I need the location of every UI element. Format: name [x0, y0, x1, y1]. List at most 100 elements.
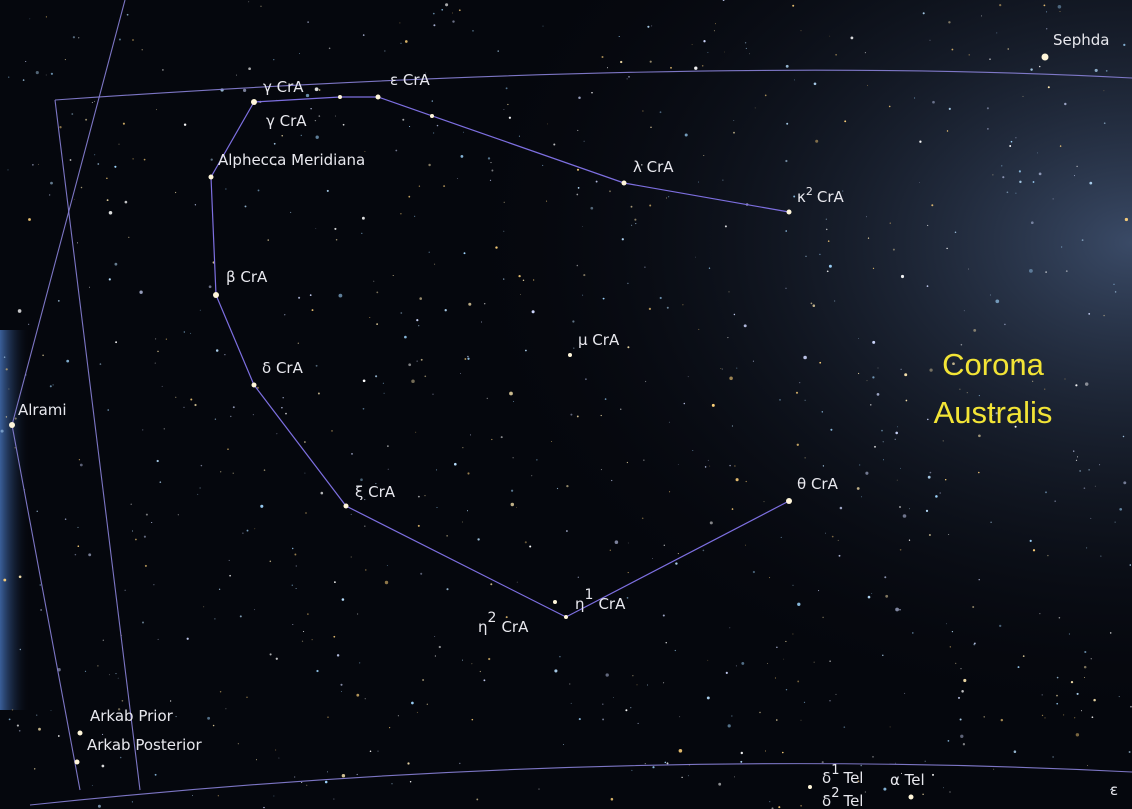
star: [25, 61, 26, 62]
star: [688, 775, 689, 776]
star: [1090, 518, 1091, 519]
star: [755, 107, 756, 108]
star: [1071, 681, 1073, 683]
star: [955, 663, 956, 664]
star: [882, 655, 883, 656]
page: Sephda γ CrA γ CrA ε CrA Alphecca Meridi…: [0, 0, 1132, 809]
star: [630, 707, 631, 708]
star: [995, 299, 999, 303]
star: [531, 475, 532, 476]
star: [1031, 221, 1034, 224]
star: [285, 413, 287, 415]
star: [559, 656, 561, 658]
star: [1103, 315, 1104, 316]
star: [78, 527, 79, 528]
star: [476, 798, 478, 800]
star: [963, 743, 965, 745]
star: [792, 585, 793, 586]
star: [785, 160, 787, 162]
star: [840, 507, 843, 510]
star: [620, 61, 622, 63]
named-star: [213, 292, 219, 298]
star: [663, 682, 664, 683]
star: [734, 314, 735, 315]
star: [270, 653, 272, 655]
star: [1022, 96, 1023, 97]
star: [943, 440, 944, 441]
star: [707, 660, 708, 661]
star-label: γ CrA: [263, 78, 304, 96]
star: [157, 351, 159, 353]
star: [227, 448, 228, 449]
star: [634, 219, 636, 221]
star: [284, 314, 285, 315]
star: [929, 534, 931, 536]
star: [619, 36, 620, 37]
star: [692, 44, 693, 45]
star: [6, 368, 8, 370]
star: [503, 278, 504, 279]
star: [899, 506, 901, 508]
star: [733, 132, 735, 134]
star: [1077, 693, 1079, 695]
star: [1069, 633, 1070, 634]
star: [88, 553, 91, 556]
star: [838, 540, 839, 541]
star: [220, 471, 221, 472]
star: [579, 718, 581, 720]
star: [408, 363, 411, 366]
star: [669, 422, 670, 423]
star: [213, 725, 215, 727]
star: [872, 756, 873, 757]
named-star: [9, 422, 15, 428]
star: [1009, 145, 1011, 147]
star: [359, 662, 360, 663]
star: [20, 649, 21, 650]
star: [1008, 48, 1009, 49]
star: [409, 126, 410, 127]
star: [260, 505, 263, 508]
star: [273, 796, 274, 797]
star: [955, 231, 957, 233]
star: [42, 354, 44, 356]
star: [258, 189, 260, 191]
star: [75, 554, 77, 556]
star: [215, 419, 216, 420]
star: [511, 503, 514, 506]
star: [433, 133, 434, 134]
star: [895, 763, 896, 764]
star: [376, 291, 378, 293]
star: [238, 743, 239, 744]
star: [3, 579, 6, 582]
star: [200, 487, 201, 488]
star: [407, 762, 409, 764]
star: [233, 473, 234, 474]
star: [1033, 181, 1035, 183]
star: [151, 522, 152, 523]
star: [1030, 68, 1032, 70]
star: [601, 56, 603, 58]
star: [1046, 28, 1047, 29]
star: [822, 761, 824, 763]
star: [334, 228, 336, 230]
star: [351, 556, 352, 557]
star: [247, 530, 249, 532]
star: [745, 42, 746, 43]
star: [989, 58, 991, 60]
star: [92, 785, 93, 786]
star: [363, 408, 365, 410]
star: [38, 728, 41, 731]
star: [504, 202, 505, 203]
star: [1123, 436, 1124, 437]
star: [446, 535, 447, 536]
star: [145, 565, 147, 567]
constellation-name: Australis: [934, 395, 1053, 430]
star: [984, 716, 985, 717]
star: [398, 715, 399, 716]
star: [361, 233, 362, 234]
star: [418, 496, 420, 498]
star-label: Arkab Prior: [90, 707, 174, 725]
star: [714, 30, 715, 31]
star: [872, 376, 874, 378]
star: [115, 263, 118, 266]
